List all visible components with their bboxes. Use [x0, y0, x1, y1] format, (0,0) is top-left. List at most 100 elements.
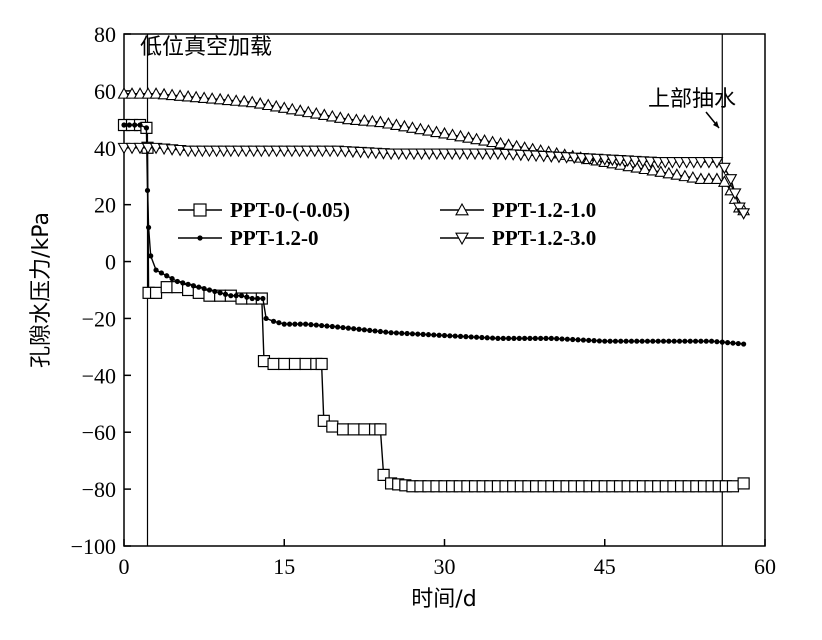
data-point-triangle-up [662, 166, 676, 179]
data-point-triangle-up [237, 94, 251, 107]
data-point-dot [190, 283, 197, 289]
data-point-triangle-down [483, 148, 497, 161]
x-tick-label: 30 [434, 554, 456, 579]
legend-entry: PPT-1.2-1.0 [440, 198, 596, 222]
legend-label: PPT-1.2-1.0 [492, 198, 596, 222]
y-tick-label: 20 [94, 193, 116, 218]
data-point-dot [506, 335, 512, 341]
data-point-dot [725, 340, 731, 346]
data-point-dot [415, 331, 421, 337]
y-tick-label: 0 [105, 250, 116, 275]
data-point-dot [228, 293, 234, 299]
data-point-dot [730, 340, 736, 346]
data-point-dot [489, 335, 496, 341]
data-point-triangle-down [468, 148, 482, 161]
data-point-dot [607, 338, 613, 344]
data-point-dot [329, 323, 335, 330]
data-point-dot [153, 267, 159, 273]
x-tick-label: 15 [273, 554, 295, 579]
series-triangle-up [117, 87, 751, 216]
data-point-triangle-up [414, 122, 427, 135]
data-point-dot [233, 293, 239, 299]
series-triangle-down [117, 142, 751, 220]
data-point-triangle-down [737, 208, 751, 220]
data-point-dot [404, 330, 410, 337]
data-point-triangle-up [253, 97, 267, 109]
data-point-dot [420, 331, 426, 337]
data-point-dot [666, 338, 672, 344]
data-point-triangle-down [732, 202, 746, 215]
data-point-dot [687, 338, 693, 344]
data-point-dot [644, 338, 651, 344]
data-point-dot [543, 335, 549, 341]
data-point-square [299, 357, 312, 371]
data-point-triangle-down [702, 157, 716, 169]
data-point-triangle-up [301, 105, 315, 118]
data-point-square [267, 357, 280, 371]
data-point-triangle-up [157, 87, 171, 100]
data-point-triangle-up [133, 87, 147, 99]
data-point-dot [500, 335, 506, 341]
data-point-dot [148, 253, 154, 259]
data-point-triangle-up [277, 101, 291, 113]
y-tick-label: −80 [82, 477, 116, 502]
data-point-triangle-up [269, 99, 283, 112]
data-point-dot [473, 334, 480, 340]
data-point-dot [286, 321, 293, 327]
data-point-triangle-down [399, 148, 413, 161]
data-point-triangle-down [438, 148, 451, 161]
data-point-dot [554, 336, 560, 342]
data-point-dot [479, 334, 485, 341]
data-point-dot [388, 330, 394, 336]
data-point-dot [623, 338, 629, 344]
data-point-dot [399, 330, 405, 336]
data-point-dot [180, 280, 186, 286]
data-point-triangle-up [349, 113, 363, 125]
legend-entry: PPT-0-(-0.05) [178, 198, 350, 222]
data-point-triangle-up [455, 202, 469, 216]
data-point-dot [356, 326, 362, 332]
data-point-dot [698, 338, 704, 344]
data-point-dot [468, 334, 474, 340]
series-dot [121, 122, 747, 347]
data-point-dot [575, 337, 581, 343]
data-point-dot [682, 338, 688, 344]
data-point-square [737, 477, 750, 490]
data-point-dot [292, 321, 298, 327]
data-point-triangle-up [181, 89, 195, 102]
data-point-dot [121, 122, 127, 128]
data-point-dot [217, 290, 223, 296]
data-point-dot [516, 335, 522, 341]
data-point-triangle-down [165, 144, 179, 156]
data-point-dot [639, 338, 645, 344]
data-point-triangle-up [670, 168, 684, 180]
y-axis-label: 孔隙水压力/kPa [29, 212, 54, 368]
data-point-triangle-up [141, 87, 155, 99]
data-point-dot [655, 338, 661, 344]
data-point-triangle-up [446, 128, 459, 140]
data-point-triangle-down [415, 148, 429, 161]
y-tick-label: −40 [82, 363, 116, 388]
annotation-pumping: 上部抽水 [648, 87, 736, 112]
data-point-dot [249, 295, 255, 302]
data-point-triangle-up [646, 163, 660, 176]
data-point-dot [425, 332, 432, 338]
data-point-dot [564, 336, 570, 342]
data-point-square [160, 281, 173, 294]
data-point-dot [383, 329, 389, 335]
data-point-triangle-up [173, 89, 187, 101]
data-point-dot [270, 318, 277, 324]
data-point-triangle-down [285, 145, 299, 158]
data-point-dot [206, 287, 213, 293]
data-point-triangle-down [460, 148, 474, 161]
data-point-dot [174, 278, 181, 285]
data-point-dot [169, 276, 175, 282]
data-point-square [315, 357, 328, 371]
data-point-dot [201, 285, 207, 292]
data-point-dot [126, 122, 132, 128]
series-markers [121, 122, 747, 347]
data-point-triangle-down [392, 148, 406, 161]
data-point-square [149, 286, 163, 299]
data-point-dot [254, 295, 261, 302]
y-tick-label: −100 [71, 534, 116, 559]
